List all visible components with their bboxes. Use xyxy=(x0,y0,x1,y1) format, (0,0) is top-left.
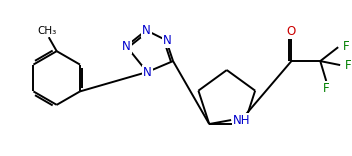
Text: CH₃: CH₃ xyxy=(37,26,56,36)
Text: F: F xyxy=(323,82,329,95)
Text: N: N xyxy=(122,40,131,53)
Text: F: F xyxy=(343,40,350,53)
Text: N: N xyxy=(163,34,171,47)
Text: N: N xyxy=(143,66,152,78)
Text: NH: NH xyxy=(233,114,251,127)
Text: O: O xyxy=(287,25,296,38)
Text: F: F xyxy=(345,58,352,72)
Text: N: N xyxy=(142,24,151,37)
